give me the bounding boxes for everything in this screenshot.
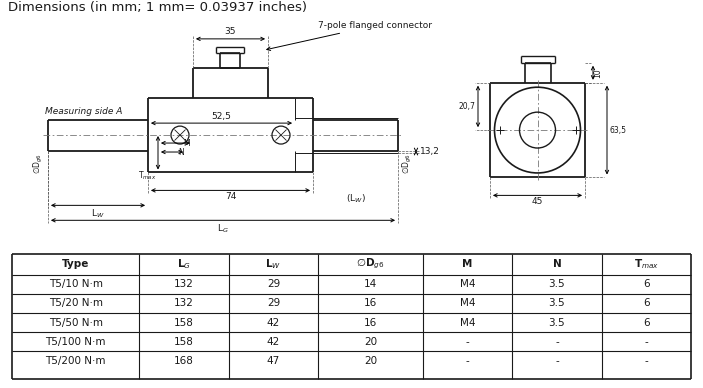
Text: 14: 14 xyxy=(364,279,377,289)
Text: 16: 16 xyxy=(364,298,377,308)
Text: 168: 168 xyxy=(174,356,194,366)
Text: 132: 132 xyxy=(174,279,194,289)
Text: N: N xyxy=(553,259,561,269)
Text: 63,5: 63,5 xyxy=(610,126,627,135)
Text: 16: 16 xyxy=(364,318,377,327)
Text: T5/200 N·m: T5/200 N·m xyxy=(46,356,106,366)
Text: 132: 132 xyxy=(174,298,194,308)
Text: 74: 74 xyxy=(225,192,236,201)
Text: N: N xyxy=(178,147,183,156)
Text: T5/50 N·m: T5/50 N·m xyxy=(49,318,103,327)
Text: 158: 158 xyxy=(174,337,194,347)
Text: M4: M4 xyxy=(460,298,475,308)
Text: M4: M4 xyxy=(460,279,475,289)
Text: M: M xyxy=(183,139,190,147)
Text: $\varnothing$D$_{g6}$: $\varnothing$D$_{g6}$ xyxy=(32,152,45,174)
Text: 29: 29 xyxy=(267,279,280,289)
Text: (L$_W$): (L$_W$) xyxy=(346,192,366,205)
Text: 47: 47 xyxy=(267,356,280,366)
Text: T5/20 N·m: T5/20 N·m xyxy=(49,298,103,308)
Text: 13,2: 13,2 xyxy=(420,147,440,156)
Text: $\varnothing$D$_{g6}$: $\varnothing$D$_{g6}$ xyxy=(356,257,385,272)
Text: T$_{max}$: T$_{max}$ xyxy=(634,257,659,271)
Text: 6: 6 xyxy=(643,298,650,308)
Text: L$_W$: L$_W$ xyxy=(265,257,281,271)
Text: T5/100 N·m: T5/100 N·m xyxy=(46,337,106,347)
Text: T$_{max}$: T$_{max}$ xyxy=(138,170,156,182)
Text: 20: 20 xyxy=(364,337,377,347)
Text: -: - xyxy=(645,356,648,366)
Text: 3.5: 3.5 xyxy=(548,298,565,308)
Text: 42: 42 xyxy=(267,318,280,327)
Text: 20: 20 xyxy=(364,356,377,366)
Text: 10: 10 xyxy=(593,68,602,78)
Text: 20,7: 20,7 xyxy=(458,102,475,111)
Text: 52,5: 52,5 xyxy=(212,112,231,121)
Text: 158: 158 xyxy=(174,318,194,327)
Text: -: - xyxy=(555,337,559,347)
Text: 35: 35 xyxy=(225,27,236,36)
Text: T5/10 N·m: T5/10 N·m xyxy=(49,279,103,289)
Text: -: - xyxy=(465,356,470,366)
Text: 42: 42 xyxy=(267,337,280,347)
Text: 3.5: 3.5 xyxy=(548,318,565,327)
Text: L$_G$: L$_G$ xyxy=(177,257,191,271)
Text: Measuring side A: Measuring side A xyxy=(45,107,122,116)
Text: L$_W$: L$_W$ xyxy=(91,207,105,220)
Text: 7-pole flanged connector: 7-pole flanged connector xyxy=(266,21,432,50)
Text: -: - xyxy=(555,356,559,366)
Text: 3.5: 3.5 xyxy=(548,279,565,289)
Text: -: - xyxy=(465,337,470,347)
Text: Type: Type xyxy=(62,259,89,269)
Text: -: - xyxy=(645,337,648,347)
Text: $\varnothing$D$_{g6}$: $\varnothing$D$_{g6}$ xyxy=(401,152,414,174)
Text: 6: 6 xyxy=(643,318,650,327)
Text: L$_G$: L$_G$ xyxy=(217,222,229,235)
Text: 29: 29 xyxy=(267,298,280,308)
Text: Dimensions (in mm; 1 mm= 0.03937 inches): Dimensions (in mm; 1 mm= 0.03937 inches) xyxy=(8,1,307,14)
Text: 6: 6 xyxy=(643,279,650,289)
Text: M4: M4 xyxy=(460,318,475,327)
Text: 45: 45 xyxy=(531,197,543,206)
Text: M: M xyxy=(463,259,472,269)
